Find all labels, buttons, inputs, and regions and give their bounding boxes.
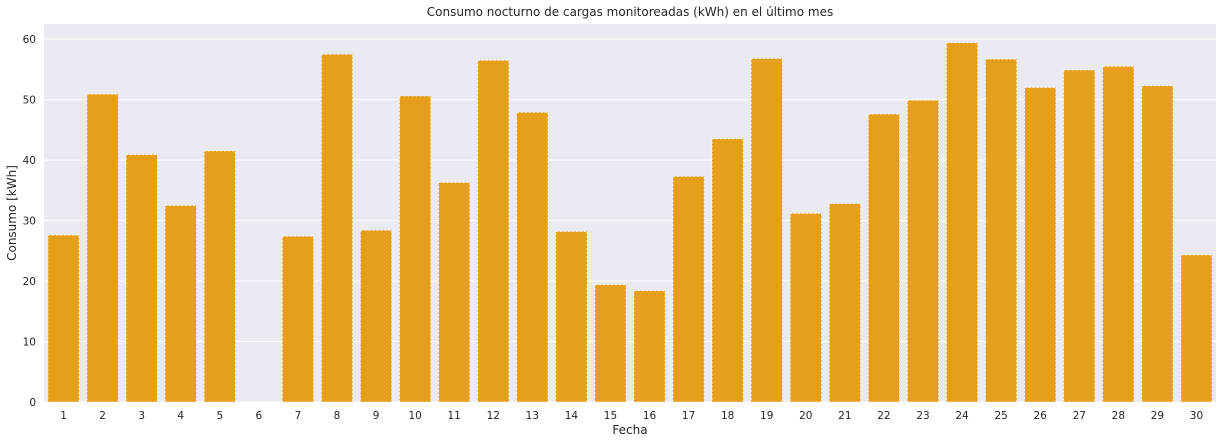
x-tick-label: 27 [1073,410,1086,422]
bar [47,234,80,403]
bar [320,53,354,403]
x-tick-label: 9 [373,410,380,422]
y-tick-label: 0 [29,397,36,409]
x-tick-label: 11 [448,410,461,422]
x-tick-label: 1 [60,410,67,422]
bar [711,138,744,403]
bar [594,284,627,403]
x-tick-label: 2 [99,410,106,422]
bar [750,58,783,403]
bar [86,93,119,403]
x-tick-label: 21 [838,410,851,422]
bar [985,58,1018,403]
bar [164,205,197,403]
bar [789,212,822,403]
bar [360,229,393,403]
y-tick-label: 50 [23,95,36,107]
x-tick-label: 17 [682,410,695,422]
x-tick-label: 23 [916,410,929,422]
bar [828,203,861,403]
y-tick-label: 60 [23,34,36,46]
x-tick-label: 10 [408,410,421,422]
bar [125,154,158,403]
bar [1102,65,1135,403]
x-tick-label: 13 [526,410,539,422]
bar [633,290,666,403]
x-tick-label: 16 [643,410,657,422]
bar [1180,254,1213,403]
bar [1141,85,1174,403]
x-tick-label: 19 [760,410,773,422]
bar [555,231,588,403]
chart-title: Consumo nocturno de cargas monitoreadas … [427,5,833,19]
x-tick-label: 14 [565,410,579,422]
bar [399,95,432,403]
bar [867,113,900,403]
bar [438,182,471,403]
x-axis-ticks: 1 2 3 4 5 6 7 8 9 10 11 12 13 14 15 16 17 18 19 20 21 22 23 24 2… [60,410,1203,422]
x-tick-label: 7 [295,410,302,422]
bar [1063,69,1096,403]
gridlines [44,38,1216,403]
x-tick-label: 28 [1112,410,1125,422]
bar [946,42,979,403]
bar [906,99,940,403]
y-tick-label: 10 [23,337,36,349]
x-tick-label: 5 [216,410,223,422]
x-tick-label: 3 [138,410,145,422]
x-tick-label: 15 [604,410,617,422]
x-tick-label: 29 [1151,410,1164,422]
bar [1024,87,1057,403]
bar [281,235,314,403]
y-tick-label: 40 [23,155,36,167]
x-tick-label: 18 [721,410,734,422]
plot-background [44,24,1216,402]
x-tick-label: 6 [256,410,263,422]
y-axis-ticks: 0 10 20 30 40 50 60 [23,34,36,409]
bar [203,150,236,403]
x-tick-label: 4 [177,410,184,422]
x-tick-label: 24 [955,410,969,422]
y-axis-label: Consumo [kWh] [5,165,19,261]
x-tick-label: 30 [1190,410,1203,422]
x-tick-label: 20 [799,410,812,422]
y-tick-label: 20 [23,276,36,288]
x-tick-label: 8 [334,410,341,422]
bar [477,59,510,403]
x-tick-label: 26 [1034,410,1048,422]
x-tick-label: 22 [877,410,890,422]
bars [47,42,1213,403]
bar [672,176,705,403]
x-axis-label: Fecha [612,423,647,437]
x-tick-label: 12 [487,410,500,422]
y-tick-label: 30 [23,216,36,228]
bar [516,111,549,403]
x-tick-label: 25 [994,410,1007,422]
